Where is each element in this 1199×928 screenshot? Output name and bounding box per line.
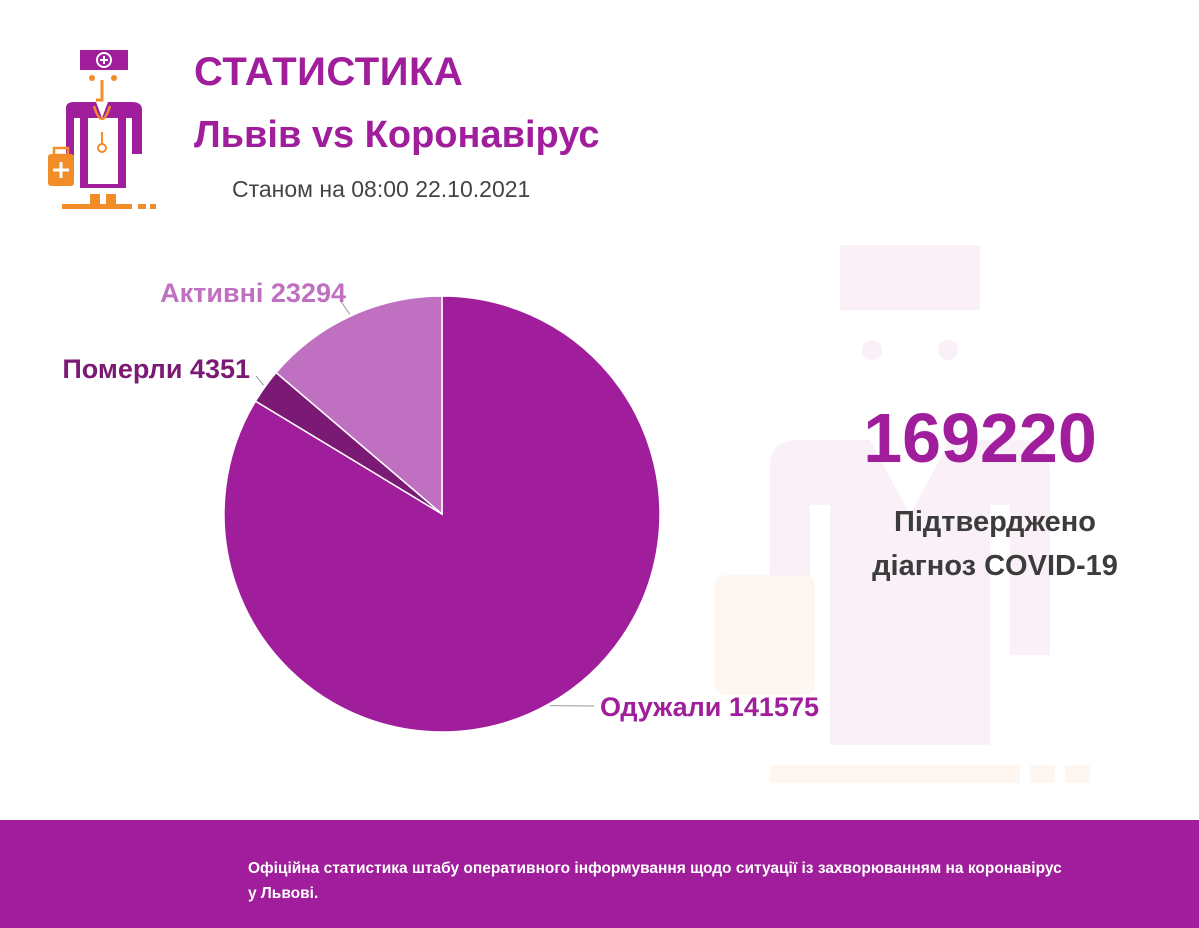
- total-cases-caption: Підтверджено діагноз COVID-19: [820, 500, 1170, 588]
- total-caption-line-2: діагноз COVID-19: [872, 550, 1118, 582]
- page-title: СТАТИСТИКА: [194, 50, 464, 94]
- pie-leader-deaths: [255, 375, 264, 386]
- total-caption-line-1: Підтверджено: [893, 506, 1097, 538]
- footer-banner: Офіційна статистика штабу оперативного і…: [0, 820, 1199, 928]
- total-cases-value: 169220: [863, 399, 1097, 477]
- pie-leader-active: [339, 299, 351, 315]
- page-subtitle: Львів vs Коронавірус: [194, 114, 600, 156]
- date-line: Станом на 08:00 22.10.2021: [232, 176, 531, 202]
- pie-label-recovered: Одужали 141575: [600, 692, 819, 722]
- pie-label-deaths: Померли 4351: [62, 354, 250, 384]
- pie-slice-active: [275, 295, 443, 516]
- pie-chart: Одужали 141575 Померли 4351 Активні 23294: [62, 278, 819, 733]
- footer-text: Офіційна статистика штабу оперативного і…: [248, 860, 1062, 902]
- pie-label-active: Активні 23294: [160, 278, 346, 308]
- doctor-icon: [48, 50, 156, 209]
- doctor-watermark-icon: [715, 245, 1090, 783]
